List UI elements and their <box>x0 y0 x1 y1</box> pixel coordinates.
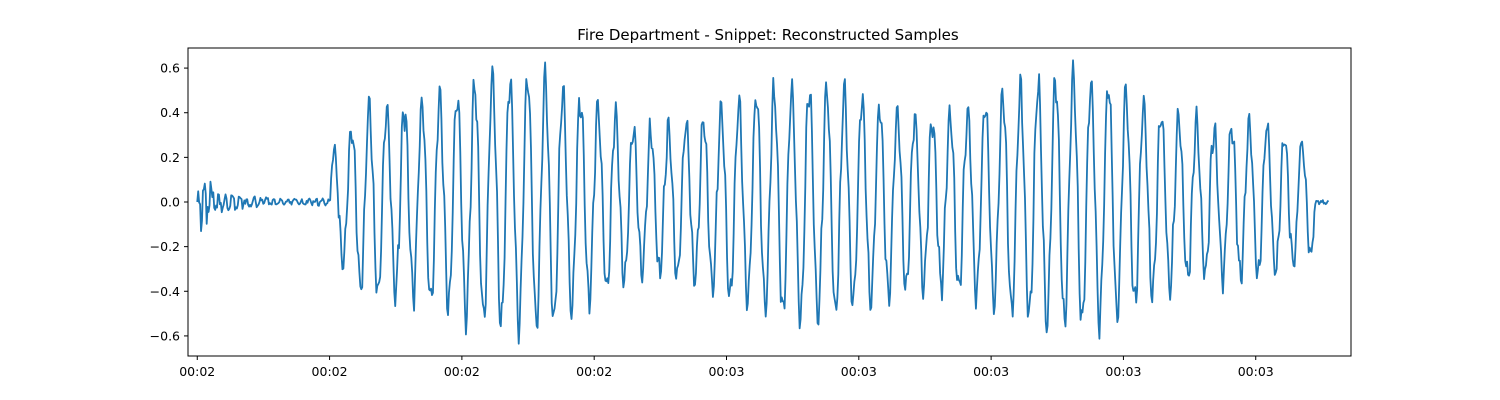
y-tick-label: −0.6 <box>150 328 180 343</box>
x-tick-label: 00:02 <box>179 364 215 379</box>
y-tick-label: 0.2 <box>160 150 180 165</box>
y-tick-label: 0.0 <box>160 195 180 210</box>
x-tick-label: 00:03 <box>1105 364 1141 379</box>
x-tick-label: 00:03 <box>973 364 1009 379</box>
chart-title: Fire Department - Snippet: Reconstructed… <box>577 26 959 44</box>
y-tick-label: 0.6 <box>160 61 180 76</box>
x-axis: 00:02 00:02 00:02 00:02 00:03 00:03 00:03 00:03… <box>179 356 1274 379</box>
x-tick-label: 00:02 <box>576 364 612 379</box>
y-tick-label: 0.4 <box>160 105 180 120</box>
x-tick-label: 00:02 <box>312 364 348 379</box>
y-axis: −0.6 −0.4 −0.2 0.0 0.2 0.4 0.6 <box>150 61 188 343</box>
x-tick-label: 00:03 <box>1238 364 1274 379</box>
x-tick-label: 00:03 <box>708 364 744 379</box>
y-tick-label: −0.2 <box>150 239 180 254</box>
plot-area <box>196 59 1330 345</box>
x-tick-label: 00:03 <box>841 364 877 379</box>
x-tick-label: 00:02 <box>444 364 480 379</box>
y-tick-label: −0.4 <box>150 284 180 299</box>
waveform-series-line <box>196 59 1330 345</box>
